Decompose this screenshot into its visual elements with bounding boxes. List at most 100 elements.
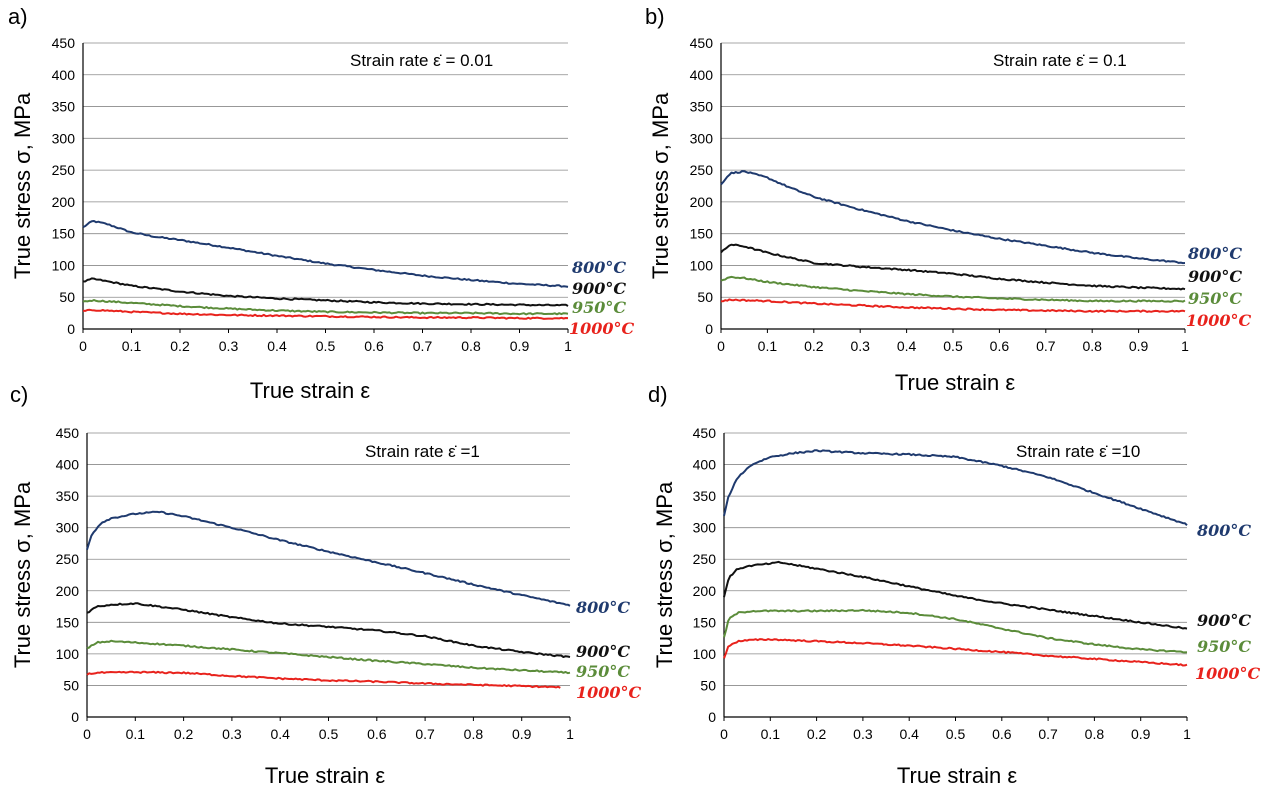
y-tick-label: 50	[697, 289, 713, 305]
y-tick-label: 150	[52, 226, 76, 242]
series-label-950c: 950°C	[576, 662, 630, 681]
x-tick-label: 0.8	[1085, 726, 1105, 742]
panel-label: a)	[8, 4, 28, 29]
series-line-950c	[82, 299, 569, 316]
x-tick-label: 0.4	[267, 338, 287, 354]
x-tick-label: 0.2	[174, 726, 194, 742]
y-tick-label: 450	[690, 35, 714, 51]
x-tick-label: 0	[720, 726, 728, 742]
series-label-900c: 900°C	[1188, 267, 1242, 286]
series-label-950c: 950°C	[572, 298, 626, 317]
series-label-1000c: 1000°C	[1186, 311, 1252, 330]
strain-rate-annotation: Strain rate ε̇ =10	[1016, 442, 1140, 461]
series-label-950c: 950°C	[1197, 637, 1251, 656]
x-tick-label: 0.5	[946, 726, 966, 742]
series-line-900c	[723, 560, 1188, 630]
x-tick-label: 0.2	[170, 338, 190, 354]
series-label-900c: 900°C	[572, 279, 626, 298]
series-line-800c	[723, 449, 1188, 526]
series-line-950c	[86, 639, 571, 675]
y-tick-label: 200	[52, 194, 76, 210]
y-tick-label: 450	[693, 425, 717, 441]
y-tick-label: 450	[52, 35, 76, 51]
x-tick-label: 0.9	[512, 726, 532, 742]
y-tick-label: 150	[693, 614, 717, 630]
y-tick-label: 100	[56, 646, 80, 662]
panel-b: b) 0 50 100 150 200 250 300 350 400 450 0 0.1 0.2 0.3 0…	[645, 4, 1252, 395]
series-label-900c: 900°C	[576, 642, 630, 661]
y-tick-label: 200	[56, 583, 80, 599]
x-axis-title: True strain ε	[250, 378, 370, 403]
x-tick-label: 0.3	[853, 726, 873, 742]
x-tick-label: 0.1	[758, 338, 778, 354]
x-tick-label: 0.4	[899, 726, 919, 742]
x-tick-label: 0.5	[943, 338, 963, 354]
strain-rate-annotation: Strain rate ε̇ =1	[365, 442, 480, 461]
x-axis-title: True strain ε	[265, 763, 385, 787]
x-tick-label: 0.6	[992, 726, 1012, 742]
series-label-1000c: 1000°C	[576, 683, 642, 702]
x-tick-label: 0.7	[413, 338, 433, 354]
x-tick-label: 0.3	[219, 338, 239, 354]
y-tick-label: 250	[52, 162, 76, 178]
y-tick-label: 350	[690, 99, 714, 115]
y-tick-label: 400	[56, 457, 80, 473]
x-tick-label: 1	[1181, 338, 1189, 354]
y-tick-label: 400	[690, 67, 714, 83]
y-tick-label: 300	[52, 130, 76, 146]
series-label-900c: 900°C	[1197, 611, 1251, 630]
series-label-1000c: 1000°C	[1195, 664, 1261, 683]
y-tick-label: 200	[690, 194, 714, 210]
series-line-800c	[720, 170, 1186, 265]
panel-label: c)	[10, 382, 28, 407]
y-tick-label: 350	[56, 488, 80, 504]
x-tick-label: 0.9	[1129, 338, 1149, 354]
y-tick-label: 450	[56, 425, 80, 441]
x-tick-label: 0.1	[761, 726, 781, 742]
y-tick-label: 50	[63, 677, 79, 693]
panel-a: a) 0 50 100 150 200 250 300 350 400 450 0 0.1 0.2 0.3 0…	[8, 4, 635, 403]
series-label-800c: 800°C	[1196, 521, 1251, 540]
y-axis-title: True stress σ, MPa	[652, 481, 677, 668]
series-line-900c	[720, 243, 1186, 291]
y-tick-label: 300	[56, 520, 80, 536]
x-tick-label: 0.4	[270, 726, 290, 742]
y-tick-label: 100	[52, 257, 76, 273]
y-tick-label: 0	[67, 321, 75, 337]
series-line-1000c	[723, 638, 1188, 667]
series-line-900c	[82, 277, 569, 307]
x-tick-label: 0.5	[319, 726, 339, 742]
panel-label: b)	[645, 4, 665, 29]
x-tick-label: 0.9	[1131, 726, 1151, 742]
panel-label: d)	[648, 382, 668, 407]
strain-rate-annotation: Strain rate ε̇ = 0.1	[993, 51, 1127, 70]
series-line-800c	[86, 510, 571, 607]
x-axis-title: True strain ε	[897, 763, 1017, 787]
panel-d: d) 0 50 100 150 200 250 300 350 400 450 0 0.1 0.2 0.3 0…	[648, 382, 1261, 787]
x-tick-label: 0.8	[1082, 338, 1102, 354]
series-line-1000c	[720, 298, 1186, 313]
x-tick-label: 0.2	[807, 726, 827, 742]
y-tick-label: 100	[693, 646, 717, 662]
series-label-800c: 800°C	[1187, 244, 1242, 263]
x-tick-label: 0.9	[510, 338, 530, 354]
y-tick-label: 300	[690, 130, 714, 146]
y-tick-label: 0	[71, 709, 79, 725]
x-tick-label: 0.7	[415, 726, 435, 742]
y-tick-label: 350	[52, 99, 76, 115]
y-tick-label: 0	[705, 321, 713, 337]
y-tick-label: 150	[690, 226, 714, 242]
y-tick-label: 50	[59, 289, 75, 305]
x-tick-label: 1	[1183, 726, 1191, 742]
y-axis-title: True stress σ, MPa	[648, 92, 673, 279]
strain-rate-annotation: Strain rate ε̇ = 0.01	[350, 51, 493, 70]
y-tick-label: 200	[693, 583, 717, 599]
y-tick-label: 100	[690, 257, 714, 273]
y-tick-label: 400	[52, 67, 76, 83]
y-axis-title: True stress σ, MPa	[10, 92, 35, 279]
x-tick-label: 0	[79, 338, 87, 354]
series-line-1000c	[86, 670, 561, 689]
series-line-900c	[86, 602, 571, 658]
x-tick-label: 0	[83, 726, 91, 742]
